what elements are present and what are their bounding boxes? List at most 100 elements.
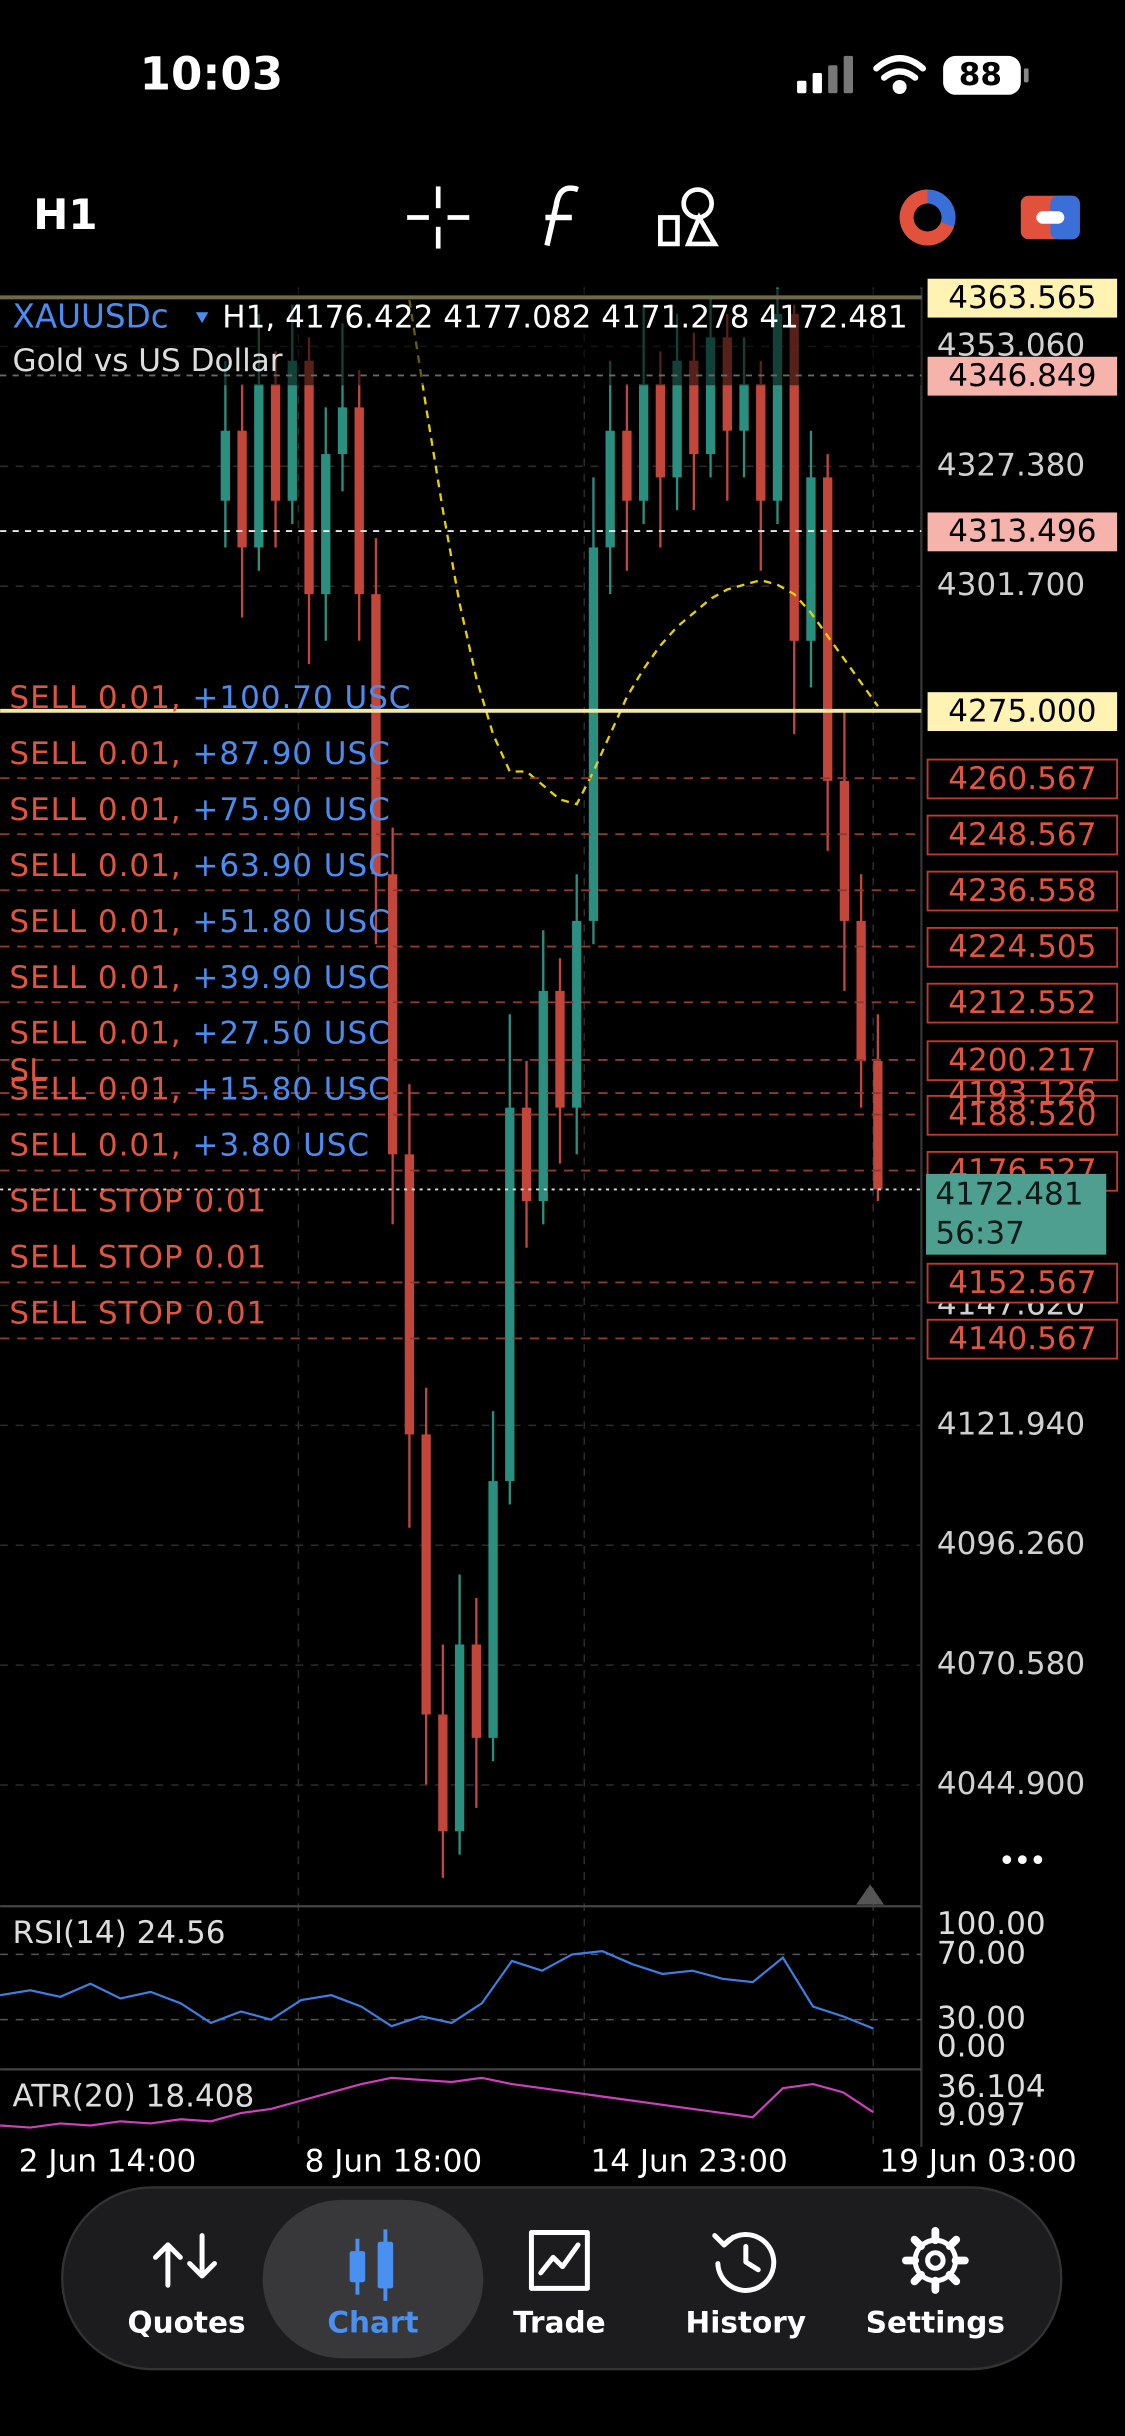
order-label[interactable]: SELL 0.01, +63.90 USC <box>9 848 390 884</box>
candle-body <box>237 430 247 548</box>
candle-body <box>538 990 548 1202</box>
order-text: SELL 0.01, <box>9 904 181 940</box>
order-label[interactable]: SELL 0.01, +75.90 USC <box>9 792 390 828</box>
more-dot[interactable] <box>1033 1855 1043 1864</box>
candle-body <box>638 384 649 501</box>
price-label-box <box>926 1262 1119 1304</box>
order-text: SELL STOP 0.01 <box>9 1183 267 1219</box>
tab-icon <box>538 2242 581 2276</box>
price-label: 4346.849 <box>948 358 1096 394</box>
candle-body <box>521 1107 532 1202</box>
moving-average <box>408 299 879 806</box>
candle-body <box>756 384 766 501</box>
tab-item[interactable]: Quotes <box>128 2233 246 2340</box>
order-label[interactable]: SELL 0.01, +51.80 USC <box>9 904 390 940</box>
y-tick-label: 4327.380 <box>937 447 1085 483</box>
tab-item[interactable]: Settings <box>866 2227 1005 2340</box>
tab-label[interactable]: Quotes <box>128 2306 246 2340</box>
price-label-box <box>926 1094 1119 1136</box>
candle-body <box>655 384 666 478</box>
tab-item[interactable]: History <box>686 2232 807 2340</box>
tab-icon <box>925 2250 946 2271</box>
timeframe-button[interactable]: H1 <box>33 190 97 239</box>
order-label[interactable]: SELL 0.01, +15.80 USC <box>9 1072 390 1108</box>
tab-label[interactable]: Chart <box>327 2306 418 2340</box>
y-tick-label: 4096.260 <box>937 1526 1085 1562</box>
x-tick-label: 14 Jun 23:00 <box>590 2144 787 2180</box>
objects-button[interactable] <box>658 187 719 247</box>
tab-item[interactable]: Chart <box>327 2229 419 2340</box>
tab-icon <box>910 2270 925 2286</box>
order-text: SELL 0.01, <box>9 792 181 828</box>
battery-level: 88 <box>959 57 1002 93</box>
candle-body <box>287 360 297 501</box>
order-profit: +75.90 USC <box>192 792 390 828</box>
header-bg <box>0 288 922 386</box>
order-label[interactable]: SELL 0.01, +3.80 USC <box>9 1128 370 1164</box>
candle-body <box>488 1481 498 1738</box>
x-tick-label: 19 Jun 03:00 <box>879 2144 1076 2180</box>
battery-icon <box>943 55 1021 95</box>
tab-label[interactable]: Trade <box>513 2306 605 2340</box>
order-label[interactable]: SELL 0.01, +39.90 USC <box>9 960 390 996</box>
tab-label[interactable]: Settings <box>866 2306 1005 2340</box>
crosshair-button[interactable] <box>407 186 470 249</box>
price-label-box <box>927 356 1118 396</box>
indicator-tick-label: 70.00 <box>937 1935 1026 1971</box>
candle-body <box>555 990 565 1108</box>
candle-body <box>371 594 381 875</box>
candle-body <box>454 1644 465 1832</box>
x-tick-label: 8 Jun 18:00 <box>305 2144 483 2180</box>
price-label: 4200.217 <box>948 1042 1096 1078</box>
price-label: 4236.558 <box>948 873 1096 909</box>
indicators-button[interactable] <box>544 185 579 247</box>
order-label[interactable]: SELL 0.01, +27.50 USC <box>9 1016 390 1052</box>
price-label-box <box>926 926 1119 968</box>
indicator-title: ATR(20) 18.408 <box>13 2078 255 2114</box>
price-label-box <box>926 1040 1119 1082</box>
account-button[interactable] <box>899 189 956 246</box>
price-label-box <box>926 1318 1119 1360</box>
ohlc-header: H1, 4176.422 4177.082 4171.278 4172.481 <box>222 299 907 335</box>
symbol-dropdown[interactable] <box>195 312 209 324</box>
price-label: 4193.126 <box>948 1076 1096 1112</box>
order-label[interactable]: SELL STOP 0.01 <box>9 1183 267 1219</box>
tab-icon <box>712 2233 736 2248</box>
order-label[interactable]: SELL 0.01, +87.90 USC <box>9 736 390 772</box>
order-label[interactable]: SELL 0.01, +100.70 USC <box>9 680 411 716</box>
tab-icon <box>910 2235 925 2251</box>
order-text: SELL 0.01, <box>9 1072 181 1108</box>
sl-label: SL <box>9 1053 47 1089</box>
tab-label[interactable]: History <box>686 2306 807 2340</box>
indicator-tick-label: 36.104 <box>937 2069 1046 2105</box>
candle-body <box>421 1434 431 1715</box>
price-label: 4140.567 <box>948 1321 1096 1357</box>
price-label: 4152.567 <box>948 1265 1096 1301</box>
current-price-box <box>926 1173 1107 1255</box>
symbol[interactable]: XAUUSDc <box>13 297 169 335</box>
candle-body <box>772 314 783 501</box>
trade-button[interactable] <box>1020 195 1080 240</box>
candle-body <box>622 430 632 501</box>
candle-body <box>705 337 716 455</box>
order-profit: +63.90 USC <box>192 848 390 884</box>
candle-body <box>806 477 816 641</box>
x-tick-label: 2 Jun 14:00 <box>19 2144 197 2180</box>
more-dot[interactable] <box>1018 1855 1027 1864</box>
tab-icon <box>945 2235 961 2251</box>
order-label[interactable]: SELL STOP 0.01 <box>9 1295 267 1331</box>
price-label: 4248.567 <box>948 817 1096 853</box>
battery-tip <box>1023 68 1029 83</box>
price-label: 4260.567 <box>948 761 1096 797</box>
order-text: SELL 0.01, <box>9 680 181 716</box>
more-dot[interactable] <box>1002 1855 1012 1864</box>
tab-icon <box>945 2270 961 2286</box>
order-label[interactable]: SELL STOP 0.01 <box>9 1239 267 1275</box>
y-tick-label: 4044.900 <box>937 1766 1085 1802</box>
candle-body <box>220 430 231 501</box>
tab-item[interactable]: Trade <box>513 2229 606 2340</box>
price-label: 4224.505 <box>948 929 1096 965</box>
price-label-box <box>926 870 1119 912</box>
candle-body <box>254 384 264 548</box>
